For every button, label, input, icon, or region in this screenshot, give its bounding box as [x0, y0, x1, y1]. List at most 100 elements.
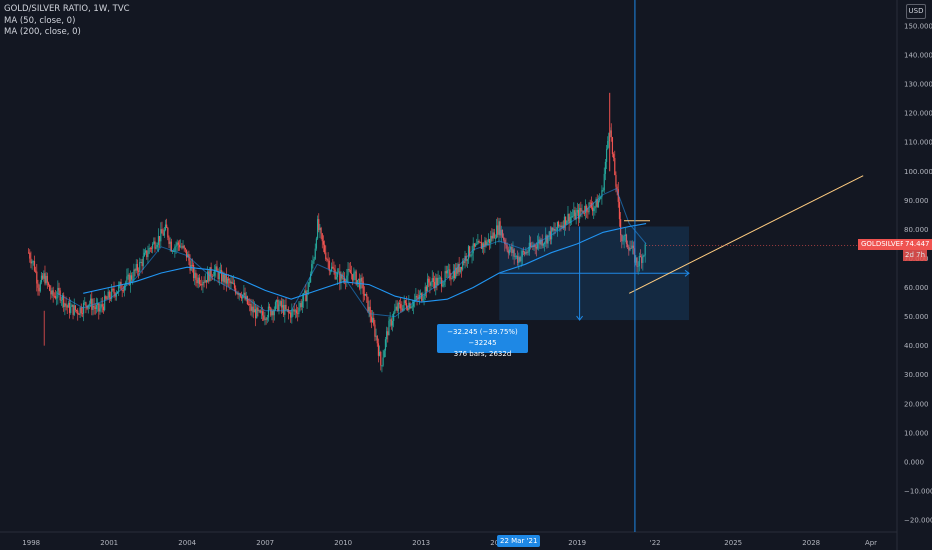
candle-body	[546, 235, 548, 244]
candle-body	[479, 242, 481, 243]
last-price-tag: 74.447	[903, 239, 932, 250]
candle-body	[293, 309, 295, 312]
candle-body	[353, 272, 355, 281]
candle-body	[273, 309, 275, 316]
candle-body	[99, 308, 101, 312]
candle-body	[455, 267, 457, 279]
candle-body	[628, 247, 630, 251]
y-tick-label: 120.000	[904, 110, 932, 118]
candle-body	[139, 262, 141, 272]
candle-body	[288, 312, 291, 314]
y-tick-label: 80.000	[904, 226, 929, 234]
candle-body	[376, 335, 378, 344]
candle-body	[42, 275, 44, 279]
currency-button[interactable]: USD	[906, 4, 926, 19]
candle-body	[328, 260, 330, 271]
candle-body	[629, 248, 631, 251]
candle-body	[437, 278, 439, 286]
candle-body	[132, 279, 134, 281]
candle-body	[566, 221, 568, 225]
candle-body	[522, 251, 525, 253]
candle-body	[166, 224, 168, 228]
candle-body	[431, 278, 433, 282]
candle-body	[412, 301, 415, 307]
candle-body	[251, 306, 253, 311]
candle-body	[471, 253, 473, 256]
x-tick-label: 2010	[334, 539, 352, 547]
candle-body	[327, 259, 329, 261]
candle-body	[35, 270, 37, 272]
candle-body	[492, 232, 494, 239]
candle-body	[73, 305, 75, 315]
candle-body	[391, 320, 394, 326]
candle-body	[377, 343, 380, 356]
candle-body	[272, 310, 274, 316]
candle-body	[91, 298, 93, 310]
candle-body	[177, 242, 179, 245]
candle-body	[185, 249, 188, 258]
candle-body	[211, 275, 213, 277]
candle-body	[244, 292, 246, 300]
candle-body	[394, 309, 396, 314]
candle-body	[349, 270, 351, 274]
candle-body	[86, 305, 88, 309]
candle-body	[480, 242, 482, 249]
candle-body	[161, 229, 163, 234]
candle-body	[363, 293, 365, 296]
candle-body	[370, 316, 373, 323]
candle-body	[225, 274, 227, 284]
candle-body	[242, 294, 244, 299]
candle-body	[314, 248, 316, 259]
candle-body	[322, 241, 325, 245]
candle-body	[641, 256, 643, 263]
candle-body	[111, 288, 113, 299]
candle-body	[458, 264, 460, 273]
candle-body	[218, 271, 220, 280]
candle-body	[488, 239, 491, 244]
candle-body	[60, 299, 62, 301]
measure-arrowhead	[576, 315, 583, 321]
candle-body	[601, 190, 603, 198]
candle-body	[473, 243, 475, 247]
candle-body	[389, 319, 391, 321]
candle-body	[573, 210, 575, 217]
candle-body	[149, 248, 151, 249]
candle-body	[280, 301, 282, 308]
candle-body	[508, 249, 511, 254]
candle-body	[554, 228, 556, 231]
candle-body	[159, 236, 161, 242]
candle-body	[485, 240, 487, 246]
candle-body	[70, 306, 72, 313]
candle-body	[405, 303, 408, 309]
candle-body	[43, 273, 45, 279]
candle-body	[542, 244, 544, 246]
candle-body	[98, 303, 100, 312]
candle-body	[576, 209, 578, 213]
candle-body	[85, 302, 87, 306]
candle-body	[171, 251, 174, 252]
candle-body	[182, 245, 184, 248]
candle-body	[433, 281, 436, 289]
candle-body	[290, 312, 292, 318]
candle-body	[102, 306, 105, 311]
candle-body	[239, 293, 241, 297]
legend-ma50: MA (50, close, 0)	[4, 15, 76, 26]
candle-body	[367, 296, 369, 312]
candle-body	[257, 307, 259, 312]
candle-body	[309, 273, 312, 283]
candle-body	[39, 282, 41, 292]
candle-body	[605, 148, 608, 162]
candle-body	[128, 274, 130, 285]
candle-body	[254, 309, 257, 319]
candle-body	[277, 299, 279, 311]
candle-body	[253, 309, 256, 313]
candle-body	[553, 228, 555, 231]
x-tick-label: 1998	[22, 539, 40, 547]
candle-body	[469, 246, 471, 256]
candle-body	[153, 241, 155, 244]
candle-body	[208, 271, 210, 282]
candle-body	[247, 303, 250, 305]
candle-body	[541, 239, 543, 246]
candle-body	[446, 270, 449, 274]
